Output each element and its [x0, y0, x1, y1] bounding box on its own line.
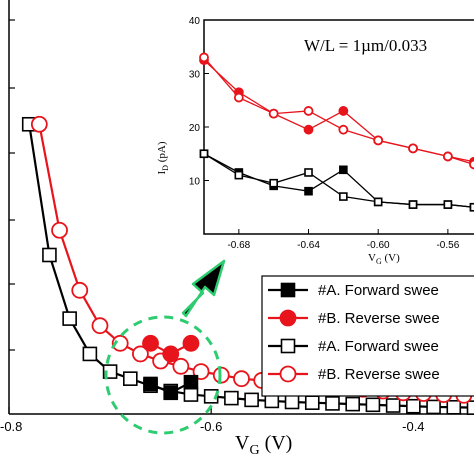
data-point — [304, 395, 320, 410]
inset-x-tick-label: -0.56 — [436, 240, 459, 251]
legend-marker — [279, 365, 297, 383]
data-point — [385, 398, 401, 413]
data-point — [163, 385, 179, 401]
data-point — [62, 311, 77, 326]
zoom-highlight-circle — [104, 315, 222, 435]
inset-x-axis-label: VG (V) — [368, 252, 400, 266]
inset-data-point — [233, 92, 244, 103]
data-point — [365, 397, 381, 413]
data-point — [162, 345, 180, 363]
inset-data-point — [373, 197, 383, 207]
inset-data-point — [338, 106, 349, 116]
inset-y-tick-label: 10 — [189, 177, 201, 188]
data-point — [224, 390, 239, 406]
data-point — [183, 374, 199, 390]
legend-marker — [280, 282, 296, 298]
data-point — [325, 396, 340, 411]
data-point — [71, 281, 89, 299]
inset-data-point — [304, 168, 313, 177]
data-point — [42, 247, 57, 263]
inset-y-tick-label: 20 — [189, 123, 201, 134]
data-point — [132, 345, 149, 363]
legend: #A. Forward swee #B. Reverse swee #A. Forw… — [261, 275, 474, 397]
main-x-tick-label: -0.6 — [200, 419, 222, 434]
data-point — [203, 389, 219, 404]
data-point — [426, 399, 441, 415]
inset-y-axis-label: ID (pA) — [156, 141, 170, 174]
inset-x-tick-label: -0.60 — [367, 240, 390, 251]
inset-x-tick-label: -0.64 — [297, 240, 320, 251]
inset-data-point — [304, 186, 313, 196]
inset-data-point — [199, 52, 209, 63]
main-x-axis-label: VG (V) — [235, 432, 292, 458]
inset-annotation: W/L = 1µm/0.033 — [304, 36, 427, 55]
inset-data-point — [408, 143, 418, 154]
inset-data-point — [269, 178, 278, 188]
inset-data-point — [443, 200, 453, 209]
data-point — [244, 392, 259, 408]
data-point — [345, 396, 360, 412]
inset-data-point — [469, 159, 474, 170]
data-point — [111, 334, 129, 352]
legend-marker — [280, 338, 296, 354]
legend-label: #B. Reverse swee — [318, 366, 440, 383]
inset-data-point — [373, 135, 384, 146]
inset-data-point — [303, 106, 314, 116]
legend-box — [261, 275, 474, 397]
data-point — [182, 334, 200, 352]
legend-label: #B. Reverse swee — [318, 310, 440, 327]
data-point — [183, 387, 199, 402]
inset-data-point — [268, 108, 279, 119]
inset-data-point — [338, 124, 349, 135]
inset-x-tick-label: -0.68 — [227, 240, 250, 251]
data-point — [466, 400, 474, 415]
data-point — [82, 346, 98, 362]
inset-data-point — [339, 192, 348, 201]
inset-data-point — [339, 165, 348, 175]
inset-data-point — [469, 202, 474, 212]
data-point — [30, 115, 48, 133]
data-point — [123, 371, 138, 386]
data-point — [143, 376, 158, 392]
legend-label: #A. Forward swee — [318, 338, 439, 355]
data-point — [142, 334, 159, 352]
inset-y-tick-label: 40 — [189, 16, 201, 27]
legend-label: #A. Forward swee — [318, 282, 439, 299]
data-point — [406, 398, 421, 414]
inset-data-point — [234, 170, 244, 180]
inset-data-point — [408, 200, 418, 209]
main-x-tick-label: -0.4 — [402, 419, 424, 434]
data-point — [172, 357, 190, 375]
inset-data-point — [199, 149, 209, 159]
legend-marker — [279, 309, 297, 327]
data-point — [51, 221, 68, 239]
main-x-tick-label: -0.8 — [0, 419, 22, 434]
data-point — [284, 394, 300, 410]
inset-data-point — [442, 151, 453, 162]
data-point — [91, 317, 109, 335]
inset-y-tick-label: 30 — [189, 70, 201, 81]
data-point — [233, 370, 250, 388]
data-point — [446, 399, 462, 415]
inset-plot: 10 20 30 40 -0.68 -0.64 -0.60 -0.56 — [189, 16, 474, 251]
zoom-arrow-icon — [181, 259, 226, 318]
inset-data-point — [303, 124, 314, 135]
